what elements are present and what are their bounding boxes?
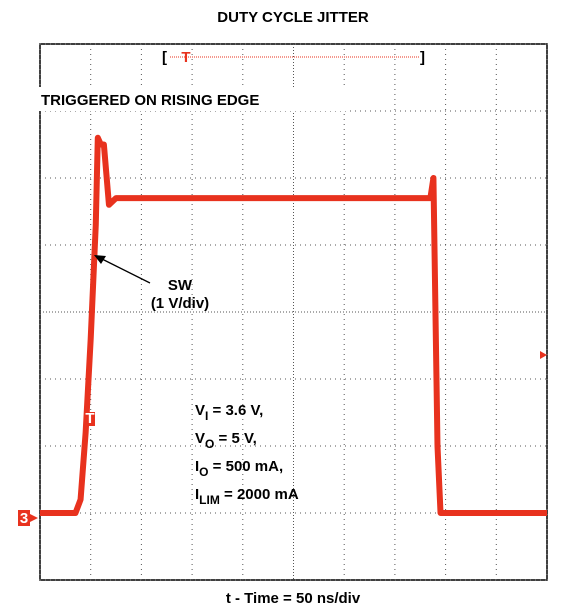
bracket: ] (420, 49, 425, 66)
trigger-label: TRIGGERED ON RISING EDGE (41, 92, 259, 109)
channel-marker: 3 (20, 510, 28, 527)
condition-symbol: V (195, 430, 205, 447)
condition-subscript: O (205, 437, 214, 451)
x-axis-label: t - Time = 50 ns/div (226, 590, 361, 607)
channel-arrow (30, 514, 38, 522)
trigger-top-marker: T (181, 49, 190, 66)
chart: DUTY CYCLE JITTER [ ] T T 3 TRIGGERED ON… (0, 0, 563, 607)
condition-value: = 2000 mA (220, 486, 299, 503)
condition-subscript: LIM (199, 493, 220, 507)
signal-label: SW (168, 277, 193, 294)
scale-label: (1 V/div) (151, 295, 209, 312)
condition-value: = 3.6 V, (208, 402, 263, 419)
condition-value: = 500 mA, (209, 458, 284, 475)
bracket: [ (162, 49, 167, 66)
trigger-marker: T (85, 410, 94, 427)
condition-symbol: V (195, 402, 205, 419)
chart-title: DUTY CYCLE JITTER (217, 9, 369, 26)
condition-subscript: O (199, 465, 208, 479)
condition-value: = 5 V, (214, 430, 256, 447)
